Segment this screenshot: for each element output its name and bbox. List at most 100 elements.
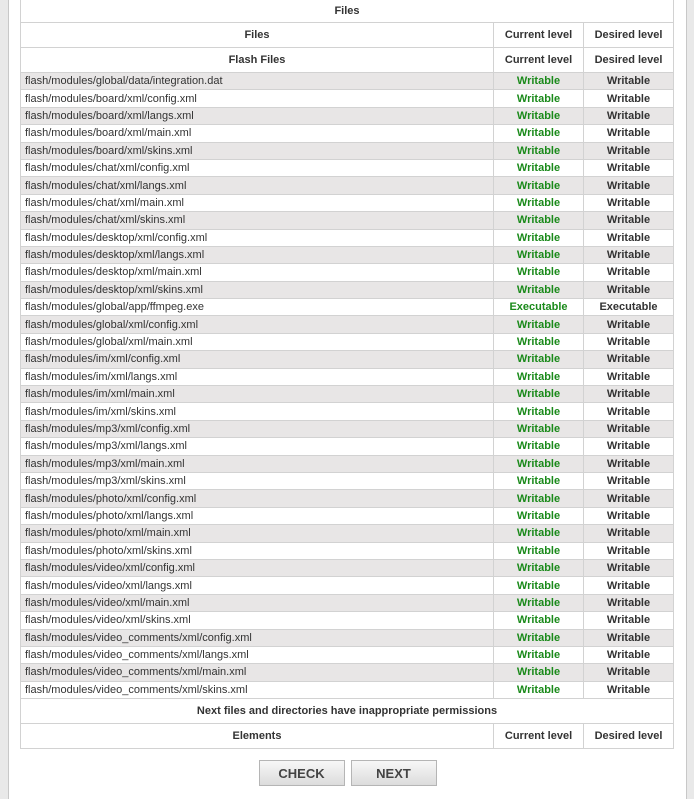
elements-current-header: Current level: [493, 723, 584, 750]
table-row: flash/modules/chat/xml/main.xml Writable W…: [20, 193, 674, 213]
table-row: flash/modules/photo/xml/langs.xml Writabl…: [20, 506, 674, 526]
desired-level-cell: Writable: [583, 541, 674, 560]
file-path-cell: flash/modules/video_comments/xml/config.…: [20, 628, 494, 647]
current-level-cell: Writable: [493, 663, 584, 682]
current-level-cell: Writable: [493, 176, 584, 195]
current-level-cell: Writable: [493, 280, 584, 300]
current-level-cell: Writable: [493, 71, 584, 91]
file-path-cell: flash/modules/im/xml/config.xml: [20, 350, 494, 369]
current-level-cell: Writable: [493, 628, 584, 647]
current-level-cell: Writable: [493, 402, 584, 421]
table-row: flash/modules/mp3/xml/main.xml Writable Wr…: [20, 454, 674, 473]
table-row: flash/modules/video_comments/xml/skins.x…: [20, 680, 674, 700]
file-path-cell: flash/modules/desktop/xml/skins.xml: [20, 280, 494, 300]
table-row: flash/modules/desktop/xml/langs.xml Writa…: [20, 245, 674, 265]
file-path-cell: flash/modules/desktop/xml/langs.xml: [20, 245, 494, 265]
current-level-cell: Writable: [493, 158, 584, 178]
file-path-cell: flash/modules/im/xml/skins.xml: [20, 402, 494, 421]
desired-level-cell: Writable: [583, 663, 674, 682]
file-path-cell: flash/modules/board/xml/config.xml: [20, 89, 494, 108]
current-level-cell: Writable: [493, 576, 584, 595]
file-path-cell: flash/modules/mp3/xml/skins.xml: [20, 471, 494, 491]
table-row: flash/modules/global/xml/config.xml Writa…: [20, 315, 674, 334]
current-level-cell: Writable: [493, 558, 584, 578]
file-path-cell: flash/modules/global/data/integration.da…: [20, 71, 494, 91]
desired-level-cell: Writable: [583, 576, 674, 595]
file-path-cell: flash/modules/global/app/ffmpeg.exe: [20, 298, 494, 317]
desired-level-cell: Writable: [583, 367, 674, 387]
desired-level-cell: Writable: [583, 419, 674, 439]
current-level-cell: Writable: [493, 437, 584, 456]
section-header-row: Flash Files Current level Desired level: [20, 47, 674, 73]
current-level-cell: Writable: [493, 211, 584, 230]
button-bar: CHECK NEXT: [9, 760, 686, 786]
table-row: flash/modules/photo/xml/config.xml Writab…: [20, 489, 674, 508]
desired-level-column-header: Desired level: [583, 22, 674, 48]
desired-level-cell: Writable: [583, 506, 674, 526]
desired-level-cell: Writable: [583, 558, 674, 578]
current-level-cell: Writable: [493, 524, 584, 543]
desired-level-cell: Writable: [583, 593, 674, 613]
desired-level-cell: Writable: [583, 141, 674, 160]
desired-level-cell: Writable: [583, 106, 674, 126]
table-row: flash/modules/im/xml/langs.xml Writable Wr…: [20, 367, 674, 387]
current-level-cell: Writable: [493, 350, 584, 369]
table-title-row: Files: [20, 0, 674, 23]
current-level-cell: Writable: [493, 471, 584, 491]
table-row: flash/modules/mp3/xml/config.xml Writable…: [20, 419, 674, 439]
desired-level-cell: Executable: [583, 298, 674, 317]
table-row: flash/modules/desktop/xml/main.xml Writab…: [20, 263, 674, 282]
table-row: flash/modules/mp3/xml/skins.xml Writable W…: [20, 471, 674, 491]
file-path-cell: flash/modules/board/xml/main.xml: [20, 124, 494, 143]
table-row: flash/modules/global/app/ffmpeg.exe Execu…: [20, 298, 674, 317]
current-level-cell: Writable: [493, 89, 584, 108]
current-level-cell: Writable: [493, 419, 584, 439]
current-level-cell: Writable: [493, 645, 584, 665]
section-desired-header: Desired level: [583, 47, 674, 73]
table-row: flash/modules/chat/xml/config.xml Writabl…: [20, 158, 674, 178]
file-path-cell: flash/modules/photo/xml/skins.xml: [20, 541, 494, 560]
file-path-cell: flash/modules/im/xml/langs.xml: [20, 367, 494, 387]
table-row: flash/modules/photo/xml/main.xml Writable…: [20, 524, 674, 543]
file-path-cell: flash/modules/chat/xml/main.xml: [20, 193, 494, 213]
desired-level-cell: Writable: [583, 332, 674, 352]
desired-level-cell: Writable: [583, 89, 674, 108]
section-title: Flash Files: [20, 47, 494, 73]
desired-level-cell: Writable: [583, 402, 674, 421]
table-row: flash/modules/global/data/integration.da…: [20, 71, 674, 91]
table-row: flash/modules/board/xml/main.xml Writable…: [20, 124, 674, 143]
current-level-cell: Writable: [493, 332, 584, 352]
file-path-cell: flash/modules/video_comments/xml/skins.x…: [20, 680, 494, 700]
elements-header-row: Elements Current level Desired level: [20, 723, 674, 750]
table-row: flash/modules/video_comments/xml/langs.x…: [20, 645, 674, 665]
desired-level-cell: Writable: [583, 176, 674, 195]
desired-level-cell: Writable: [583, 124, 674, 143]
desired-level-cell: Writable: [583, 193, 674, 213]
check-button[interactable]: CHECK: [258, 760, 345, 786]
file-path-cell: flash/modules/mp3/xml/main.xml: [20, 454, 494, 473]
table-header-row: Files Current level Desired level: [20, 22, 674, 48]
table-row: flash/modules/chat/xml/skins.xml Writable…: [20, 211, 674, 230]
current-level-cell: Writable: [493, 124, 584, 143]
file-path-cell: flash/modules/mp3/xml/langs.xml: [20, 437, 494, 456]
desired-level-cell: Writable: [583, 315, 674, 334]
desired-level-cell: Writable: [583, 385, 674, 404]
current-level-cell: Writable: [493, 489, 584, 508]
current-level-cell: Writable: [493, 141, 584, 160]
file-path-cell: flash/modules/global/xml/main.xml: [20, 332, 494, 352]
next-button[interactable]: NEXT: [350, 760, 437, 786]
file-path-cell: flash/modules/desktop/xml/main.xml: [20, 263, 494, 282]
file-path-cell: flash/modules/photo/xml/config.xml: [20, 489, 494, 508]
table-row: flash/modules/video_comments/xml/main.xm…: [20, 663, 674, 682]
permissions-panel: Files Files Current level Desired level …: [8, 0, 687, 799]
table-row: flash/modules/video_comments/xml/config.…: [20, 628, 674, 647]
desired-level-cell: Writable: [583, 611, 674, 630]
current-level-cell: Writable: [493, 385, 584, 404]
desired-level-cell: Writable: [583, 437, 674, 456]
file-path-cell: flash/modules/photo/xml/langs.xml: [20, 506, 494, 526]
desired-level-cell: Writable: [583, 71, 674, 91]
file-path-cell: flash/modules/video_comments/xml/main.xm…: [20, 663, 494, 682]
table-row: flash/modules/photo/xml/skins.xml Writabl…: [20, 541, 674, 560]
current-level-cell: Writable: [493, 541, 584, 560]
current-level-cell: Writable: [493, 315, 584, 334]
